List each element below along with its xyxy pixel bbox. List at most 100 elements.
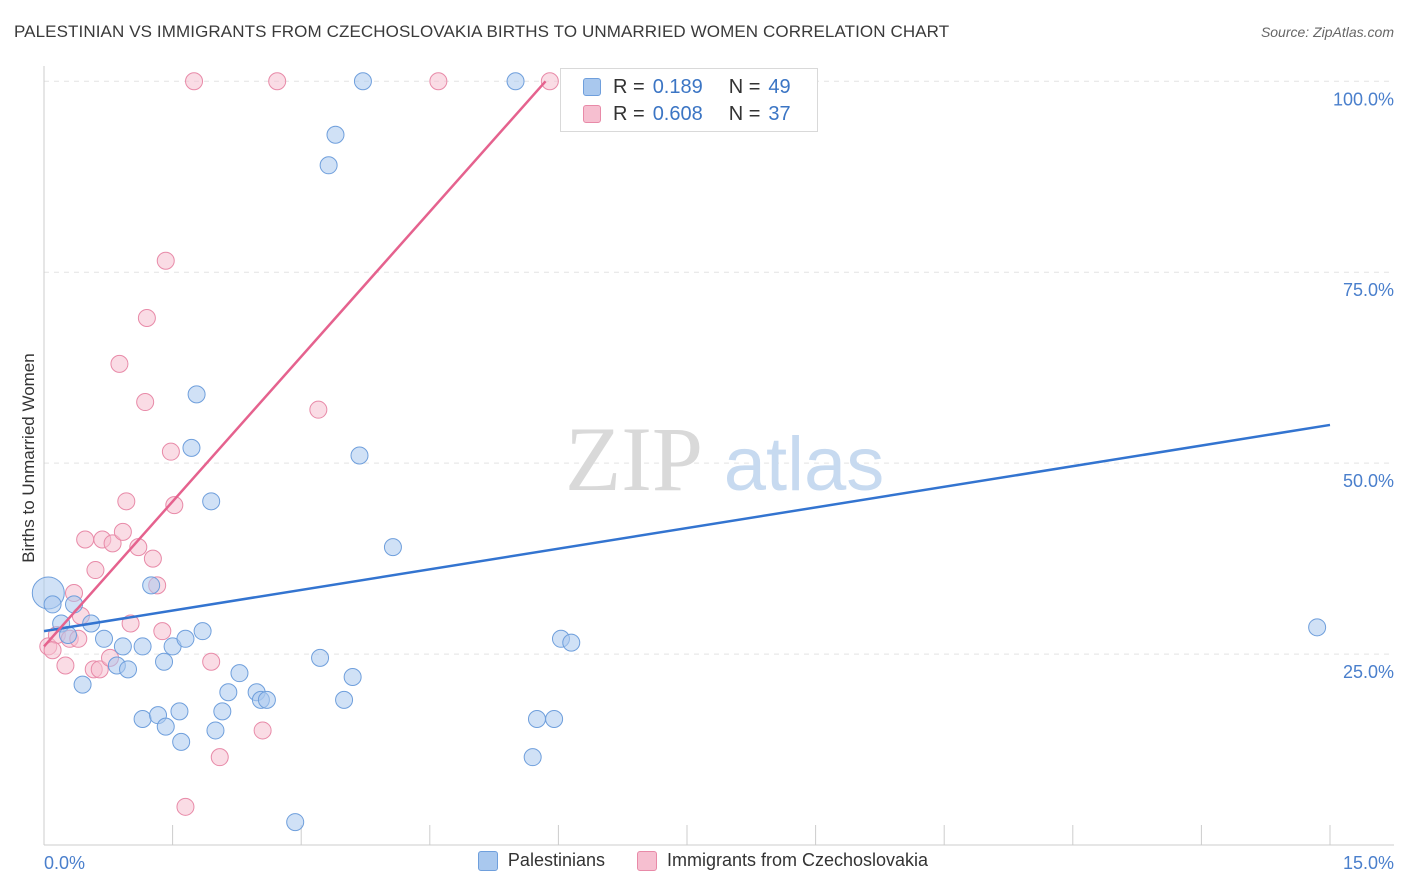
pink-point <box>540 72 559 91</box>
pink-point <box>113 522 132 541</box>
pink-point <box>165 496 184 515</box>
blue-point <box>133 709 152 728</box>
blue-point <box>353 72 372 91</box>
blue-point <box>202 492 221 511</box>
y-tick-label: 25.0% <box>1343 662 1394 682</box>
blue-point <box>383 538 402 557</box>
czechoslovakia-trend-line <box>43 80 547 648</box>
bottom-legend-palestinians: Palestinians <box>477 850 605 871</box>
blue-point <box>176 629 195 648</box>
blue-point <box>335 690 354 709</box>
blue-point <box>43 595 62 614</box>
pink-point <box>156 251 175 270</box>
blue-point <box>113 637 132 656</box>
watermark-atlas: atlas <box>724 422 885 507</box>
blue-point <box>182 438 201 457</box>
blue-point <box>343 667 362 686</box>
blue-point <box>95 629 114 648</box>
stats-legend: R = 0.189 N = 49 R = 0.608 N = 37 <box>560 68 818 132</box>
series-czechoslovakia-points <box>39 72 559 816</box>
blue-point <box>142 576 161 595</box>
pink-point <box>121 614 140 633</box>
pink-point <box>76 530 95 549</box>
pink-point <box>43 641 62 660</box>
blue-point <box>545 709 564 728</box>
legend-swatch-pink <box>583 105 601 123</box>
pink-point <box>103 534 122 553</box>
chart-source: Source: ZipAtlas.com <box>1260 24 1394 40</box>
blue-point <box>119 660 138 679</box>
blue-point <box>527 709 546 728</box>
blue-point <box>187 385 206 404</box>
blue-point <box>206 721 225 740</box>
pink-point <box>137 309 156 328</box>
pink-point <box>210 748 229 767</box>
pink-point <box>268 72 287 91</box>
blue-point <box>257 690 276 709</box>
bottom-legend: Palestinians Immigrants from Czechoslova… <box>0 850 1406 871</box>
blue-point <box>326 125 345 144</box>
blue-point <box>311 648 330 667</box>
blue-point <box>172 732 191 751</box>
legend-n-value: 37 <box>768 102 791 125</box>
blue-point <box>219 683 238 702</box>
blue-point <box>319 156 338 175</box>
axes <box>43 66 1394 846</box>
tick-labels: 25.0% 50.0% 75.0% 100.0% 0.0% 15.0% <box>44 89 1394 873</box>
series-palestinians-points <box>31 72 1327 832</box>
legend-r-label: R = <box>613 75 645 98</box>
blue-point <box>193 622 212 641</box>
pink-point <box>56 656 75 675</box>
pink-point <box>253 721 272 740</box>
bottom-legend-swatch-blue <box>477 850 498 871</box>
blue-point <box>562 633 581 652</box>
blue-point <box>213 702 232 721</box>
pink-point <box>86 561 105 580</box>
pink-point <box>153 622 172 641</box>
legend-n-label: N = <box>728 102 761 125</box>
pink-point <box>117 492 136 511</box>
bottom-legend-label: Immigrants from Czechoslovakia <box>666 850 929 870</box>
blue-point <box>133 637 152 656</box>
pink-point <box>309 400 328 419</box>
blue-point <box>73 675 92 694</box>
bottom-legend-label: Palestinians <box>507 850 605 870</box>
blue-point <box>286 813 305 832</box>
pink-point <box>429 72 448 91</box>
legend-row-czechoslovakia: R = 0.608 N = 37 <box>583 102 791 126</box>
y-tick-label: 75.0% <box>1343 280 1394 300</box>
bottom-legend-swatch-pink <box>636 850 657 871</box>
pink-point <box>202 652 221 671</box>
legend-n-value: 49 <box>768 75 791 98</box>
legend-r-label: R = <box>613 102 645 125</box>
blue-point <box>170 702 189 721</box>
blue-point <box>523 748 542 767</box>
legend-r-value: 0.608 <box>652 102 703 125</box>
pink-point <box>176 797 195 816</box>
chart-title: PALESTINIAN VS IMMIGRANTS FROM CZECHOSLO… <box>14 22 950 41</box>
blue-point <box>156 717 175 736</box>
x-tick-label: 0.0% <box>44 853 85 873</box>
pink-point <box>143 549 162 568</box>
pink-point <box>136 393 155 412</box>
palestinians-trend-line <box>43 423 1331 633</box>
y-axis-label: Births to Unmarried Women <box>19 353 38 562</box>
legend-row-palestinians: R = 0.189 N = 49 <box>583 75 791 99</box>
x-tick-label: 15.0% <box>1343 853 1394 873</box>
trend-lines <box>43 80 1331 648</box>
y-tick-label: 50.0% <box>1343 471 1394 491</box>
legend-r-value: 0.189 <box>652 75 703 98</box>
blue-point <box>1308 618 1327 637</box>
blue-point <box>350 446 369 465</box>
pink-point <box>90 660 109 679</box>
bottom-legend-czechoslovakia: Immigrants from Czechoslovakia <box>636 850 929 871</box>
grid-lines <box>44 80 1394 655</box>
blue-point <box>155 652 174 671</box>
pink-point <box>185 72 204 91</box>
pink-point <box>161 442 180 461</box>
legend-swatch-blue <box>583 78 601 96</box>
blue-point <box>230 664 249 683</box>
y-tick-label: 100.0% <box>1333 89 1394 109</box>
legend-n-label: N = <box>728 75 761 98</box>
